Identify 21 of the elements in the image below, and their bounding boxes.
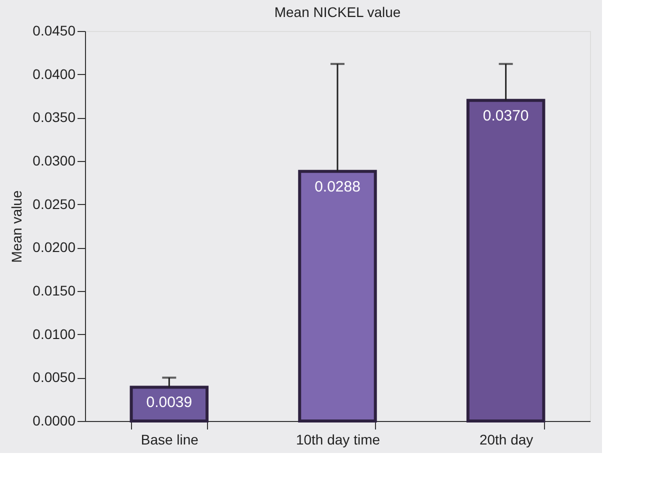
- data-label: 0.0039: [146, 394, 192, 412]
- y-tick-label: 0.0000: [32, 412, 76, 428]
- data-label: 0.0288: [314, 178, 360, 196]
- y-tick-label: 0.0400: [32, 66, 76, 82]
- y-tick-label: 0.0350: [32, 109, 76, 126]
- y-tick-label: 0.0050: [32, 369, 76, 386]
- y-axis-title: Mean value: [8, 190, 25, 263]
- x-tick-label: 10th day time: [296, 432, 380, 448]
- x-tick-label: Base line: [140, 432, 199, 448]
- data-label: 0.0370: [482, 107, 529, 124]
- bar: [130, 386, 209, 422]
- y-tick-label: 0.0250: [32, 196, 76, 212]
- bar: [466, 98, 546, 422]
- y-tick-label: 0.0300: [32, 152, 76, 168]
- bar: [298, 170, 377, 422]
- x-tick-label: 20th day: [479, 432, 534, 448]
- y-tick-label: 0.0100: [32, 326, 76, 342]
- y-tick-label: 0.0150: [32, 282, 76, 298]
- y-tick-label: 0.0450: [32, 22, 76, 38]
- y-tick-label: 0.0200: [32, 239, 76, 256]
- chart-title: Mean NICKEL value: [274, 4, 401, 20]
